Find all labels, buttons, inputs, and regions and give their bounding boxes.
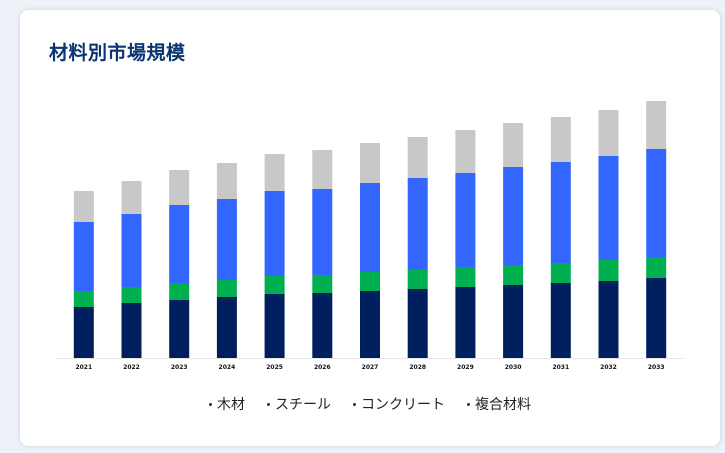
legend-bullet-icon	[267, 402, 270, 406]
legend-item[interactable]: 木材	[209, 394, 245, 414]
x-tick-label: 2028	[409, 364, 426, 371]
bar-segment-2029-series-4[interactable]	[455, 130, 476, 173]
bar-segment-2021-series-1[interactable]	[73, 307, 94, 358]
bar-segment-2032-series-3[interactable]	[598, 156, 619, 260]
legend-label: 複合材料	[475, 397, 531, 413]
x-tick-label: 2025	[266, 364, 283, 371]
bar-segment-2031-series-2[interactable]	[550, 263, 571, 283]
bar-segment-2030-series-1[interactable]	[503, 285, 524, 358]
bar-segment-2025-series-2[interactable]	[264, 276, 285, 294]
bar-segment-2027-series-2[interactable]	[360, 272, 380, 291]
bar-segment-2028-series-1[interactable]	[407, 289, 428, 358]
legend-item[interactable]: コンクリート	[353, 394, 445, 414]
bar-segment-2030-series-3[interactable]	[503, 167, 524, 265]
chart-card: 材料別市場規模 2021 2022 2023 2024 2025 2026 2027 2028…	[20, 10, 720, 446]
bar-segment-2022-series-4[interactable]	[121, 181, 142, 214]
bar-segment-2029-series-2[interactable]	[455, 267, 476, 287]
x-tick-label: 2027	[362, 364, 379, 371]
x-tick-label: 2031	[552, 364, 569, 371]
bar-segment-2026-series-1[interactable]	[312, 293, 333, 358]
bar-segment-2023-series-2[interactable]	[169, 283, 190, 300]
bar-segment-2021-series-4[interactable]	[73, 191, 94, 222]
bar-segment-2029-series-1[interactable]	[455, 287, 476, 358]
bar-segment-2027-series-4[interactable]	[360, 143, 380, 183]
bar-segment-2023-series-3[interactable]	[169, 205, 190, 283]
bar-segment-2028-series-3[interactable]	[407, 178, 428, 270]
bar-segment-2025-series-4[interactable]	[264, 154, 285, 191]
chart-legend: 木材 スチール コンクリート 複合材料	[20, 394, 720, 414]
legend-bullet-icon	[353, 402, 356, 406]
bar-segment-2031-series-4[interactable]	[550, 117, 571, 162]
stacked-bar-chart: 2021 2022 2023 2024 2025 2026 2027 2028 2029 2030…	[56, 101, 684, 371]
bar-segment-2031-series-3[interactable]	[550, 162, 571, 263]
legend-label: スチール	[275, 397, 331, 413]
bar-segment-2032-series-1[interactable]	[598, 281, 619, 358]
bar-segment-2023-series-1[interactable]	[169, 300, 190, 358]
chart-title: 材料別市場規模	[49, 42, 186, 64]
bar-segment-2022-series-1[interactable]	[121, 303, 142, 358]
legend-bullet-icon	[467, 402, 470, 406]
bar-segment-2033-series-3[interactable]	[646, 149, 667, 257]
legend-label: 木材	[217, 397, 245, 413]
bar-segment-2026-series-4[interactable]	[312, 150, 333, 189]
x-tick-label: 2030	[505, 364, 522, 371]
bar-segment-2027-series-3[interactable]	[360, 183, 380, 272]
bar-segment-2027-series-1[interactable]	[360, 291, 380, 358]
x-tick-label: 2033	[648, 364, 665, 371]
bar-segment-2033-series-2[interactable]	[646, 257, 667, 278]
bar-segment-2030-series-4[interactable]	[503, 123, 524, 167]
bar-segment-2033-series-1[interactable]	[646, 278, 667, 358]
bar-segment-2026-series-2[interactable]	[312, 275, 333, 293]
x-tick-label: 2022	[123, 364, 140, 371]
legend-item[interactable]: スチール	[267, 394, 331, 414]
x-tick-label: 2021	[75, 364, 92, 371]
bar-segment-2022-series-3[interactable]	[121, 214, 142, 287]
bar-segment-2022-series-2[interactable]	[121, 287, 142, 303]
bar-segment-2025-series-3[interactable]	[264, 191, 285, 276]
legend-item[interactable]: 複合材料	[467, 394, 531, 414]
legend-bullet-icon	[209, 402, 212, 406]
bar-segment-2032-series-2[interactable]	[598, 260, 619, 281]
bar-segment-2030-series-2[interactable]	[503, 265, 524, 285]
bar-segment-2021-series-2[interactable]	[73, 291, 94, 307]
bar-segment-2023-series-4[interactable]	[169, 170, 190, 205]
bar-segment-2031-series-1[interactable]	[550, 283, 571, 358]
bar-segment-2029-series-3[interactable]	[455, 173, 476, 267]
bar-segment-2028-series-2[interactable]	[407, 270, 428, 289]
bar-segment-2025-series-1[interactable]	[264, 294, 285, 358]
bar-segment-2021-series-3[interactable]	[73, 222, 94, 291]
bar-segment-2033-series-4[interactable]	[646, 101, 667, 149]
bar-segment-2024-series-2[interactable]	[216, 280, 237, 297]
bar-segment-2028-series-4[interactable]	[407, 137, 428, 178]
bar-segment-2024-series-3[interactable]	[216, 199, 237, 280]
x-tick-label: 2029	[457, 364, 474, 371]
x-tick-label: 2026	[314, 364, 331, 371]
bar-segment-2024-series-4[interactable]	[216, 163, 237, 199]
x-tick-label: 2023	[171, 364, 188, 371]
bar-segment-2024-series-1[interactable]	[216, 297, 237, 358]
bar-segment-2026-series-3[interactable]	[312, 189, 333, 275]
bar-segment-2032-series-4[interactable]	[598, 110, 619, 156]
x-tick-label: 2024	[219, 364, 236, 371]
x-tick-label: 2032	[600, 364, 617, 371]
legend-label: コンクリート	[361, 397, 445, 413]
